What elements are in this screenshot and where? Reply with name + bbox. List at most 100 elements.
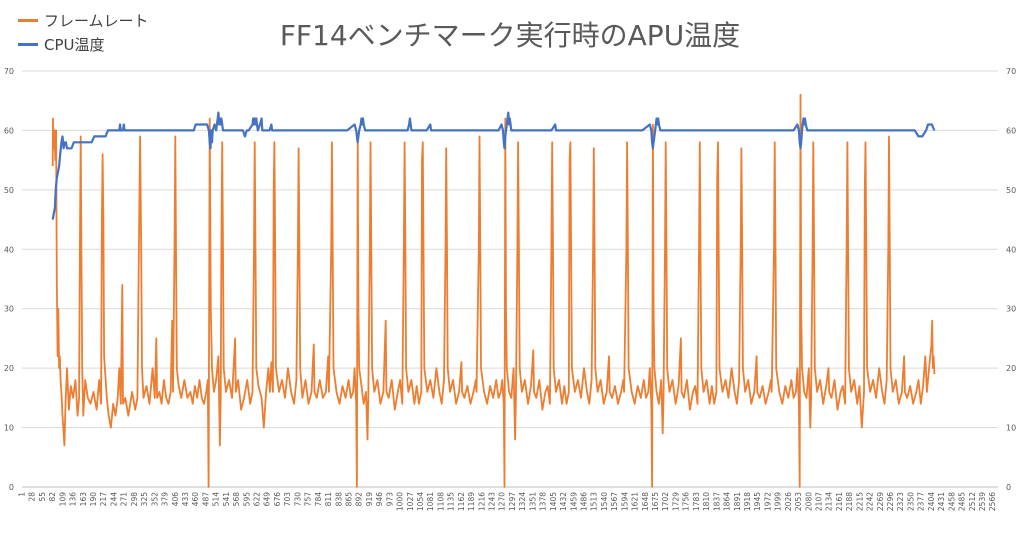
y-tick-label-left: 60 (4, 126, 14, 135)
x-tick-label: 649 (263, 492, 272, 507)
x-tick-label: 2539 (978, 492, 987, 511)
y-tick-label-right: 0 (1006, 483, 1011, 492)
x-tick-label: 1540 (600, 492, 609, 511)
x-tick-label: 406 (171, 492, 180, 507)
y-tick-label-right: 40 (1006, 245, 1016, 254)
x-tick-label: 298 (130, 492, 139, 507)
x-tick-label: 1297 (508, 492, 517, 511)
x-tick-label: 1783 (692, 492, 701, 511)
x-tick-label: 811 (324, 492, 333, 507)
x-tick-label: 1324 (518, 492, 527, 511)
x-tick-label: 1486 (579, 492, 588, 511)
x-tick-label: 919 (365, 492, 374, 507)
x-tick-label: 1648 (641, 492, 650, 511)
x-tick-label: 2458 (947, 492, 956, 511)
x-tick-label: 946 (375, 492, 384, 507)
x-tick-label: 487 (201, 492, 210, 507)
x-tick-label: 1675 (651, 492, 660, 511)
legend-label-framerate: フレームレート (44, 11, 149, 30)
x-tick-label: 1999 (774, 492, 783, 511)
x-tick-label: 514 (212, 492, 221, 507)
x-tick-label: 2134 (825, 492, 834, 511)
y-tick-label-left: 10 (4, 424, 14, 433)
x-tick-label: 2485 (958, 492, 967, 511)
x-tick-label: 2053 (794, 492, 803, 511)
x-tick-label: 703 (283, 492, 292, 507)
y-tick-label-right: 70 (1006, 67, 1016, 76)
x-tick-label: 109 (58, 492, 67, 507)
legend-swatch-cpu-temp (18, 42, 38, 46)
x-tick-label: 1027 (406, 492, 415, 511)
x-tick-label: 433 (181, 492, 190, 507)
x-tick-label: 82 (48, 492, 57, 502)
x-tick-label: 55 (38, 492, 47, 502)
y-tick-label-right: 20 (1006, 364, 1016, 373)
x-tick-label: 217 (99, 492, 108, 507)
x-tick-label: 1 (18, 492, 27, 497)
x-tick-label: 1837 (712, 492, 721, 511)
x-tick-label: 1567 (610, 492, 619, 511)
x-tick-label: 838 (334, 492, 343, 507)
x-tick-label: 622 (253, 492, 262, 507)
x-tick-label: 1945 (753, 492, 762, 511)
x-tick-label: 1000 (396, 492, 405, 511)
x-tick-label: 1621 (631, 492, 640, 511)
y-tick-label-right: 50 (1006, 186, 1016, 195)
x-tick-label: 2404 (927, 492, 936, 511)
legend: フレームレート CPU温度 (18, 8, 149, 56)
x-tick-label: 1972 (763, 492, 772, 511)
x-tick-label: 757 (304, 492, 313, 507)
series-line-framerate (51, 93, 936, 488)
y-tick-label-right: 10 (1006, 424, 1016, 433)
x-tick-label: 1189 (467, 492, 476, 511)
x-tick-label: 1108 (436, 492, 445, 511)
y-tick-label-left: 40 (4, 245, 14, 254)
x-tick-label: 2269 (876, 492, 885, 511)
x-tick-label: 1918 (743, 492, 752, 511)
x-tick-label: 2512 (968, 492, 977, 511)
x-tick-label: 2296 (886, 492, 895, 511)
x-tick-label: 784 (314, 492, 323, 507)
x-tick-label: 865 (344, 492, 353, 507)
x-tick-label: 1162 (457, 492, 466, 511)
x-tick-label: 2161 (835, 492, 844, 511)
x-tick-label: 1351 (528, 492, 537, 511)
x-tick-label: 1513 (590, 492, 599, 511)
x-tick-label: 1270 (498, 492, 507, 511)
x-tick-label: 2080 (804, 492, 813, 511)
y-tick-label-right: 60 (1006, 126, 1016, 135)
x-tick-label: 1405 (549, 492, 558, 511)
x-tick-label: 2107 (814, 492, 823, 511)
x-tick-label: 136 (69, 492, 78, 507)
y-tick-label-left: 70 (4, 67, 14, 76)
legend-label-cpu-temp: CPU温度 (44, 35, 105, 54)
y-tick-label-left: 30 (4, 305, 14, 314)
x-tick-label: 1459 (569, 492, 578, 511)
x-tick-label: 2323 (896, 492, 905, 511)
x-tick-label: 352 (150, 492, 159, 507)
x-tick-label: 28 (28, 492, 37, 502)
x-tick-label: 1432 (559, 492, 568, 511)
x-tick-label: 2377 (917, 492, 926, 511)
x-tick-label: 1378 (539, 492, 548, 511)
x-tick-label: 973 (385, 492, 394, 507)
chart-title: FF14ベンチマーク実行時のAPU温度 (279, 19, 741, 52)
x-tick-label: 1729 (671, 492, 680, 511)
x-tick-label: 1594 (620, 492, 629, 511)
x-tick-label: 2566 (988, 492, 997, 511)
y-tick-label-left: 50 (4, 186, 14, 195)
x-tick-label: 2350 (906, 492, 915, 511)
x-tick-label: 2242 (866, 492, 875, 511)
x-tick-label: 190 (89, 492, 98, 507)
x-tick-label: 1810 (702, 492, 711, 511)
x-tick-label: 1891 (733, 492, 742, 511)
y-tick-label-right: 30 (1006, 305, 1016, 314)
x-tick-label: 568 (232, 492, 241, 507)
x-tick-label: 2431 (937, 492, 946, 511)
legend-swatch-framerate (18, 18, 38, 22)
x-tick-label: 379 (161, 492, 170, 507)
x-tick-label: 325 (140, 492, 149, 507)
x-tick-label: 271 (120, 492, 129, 507)
